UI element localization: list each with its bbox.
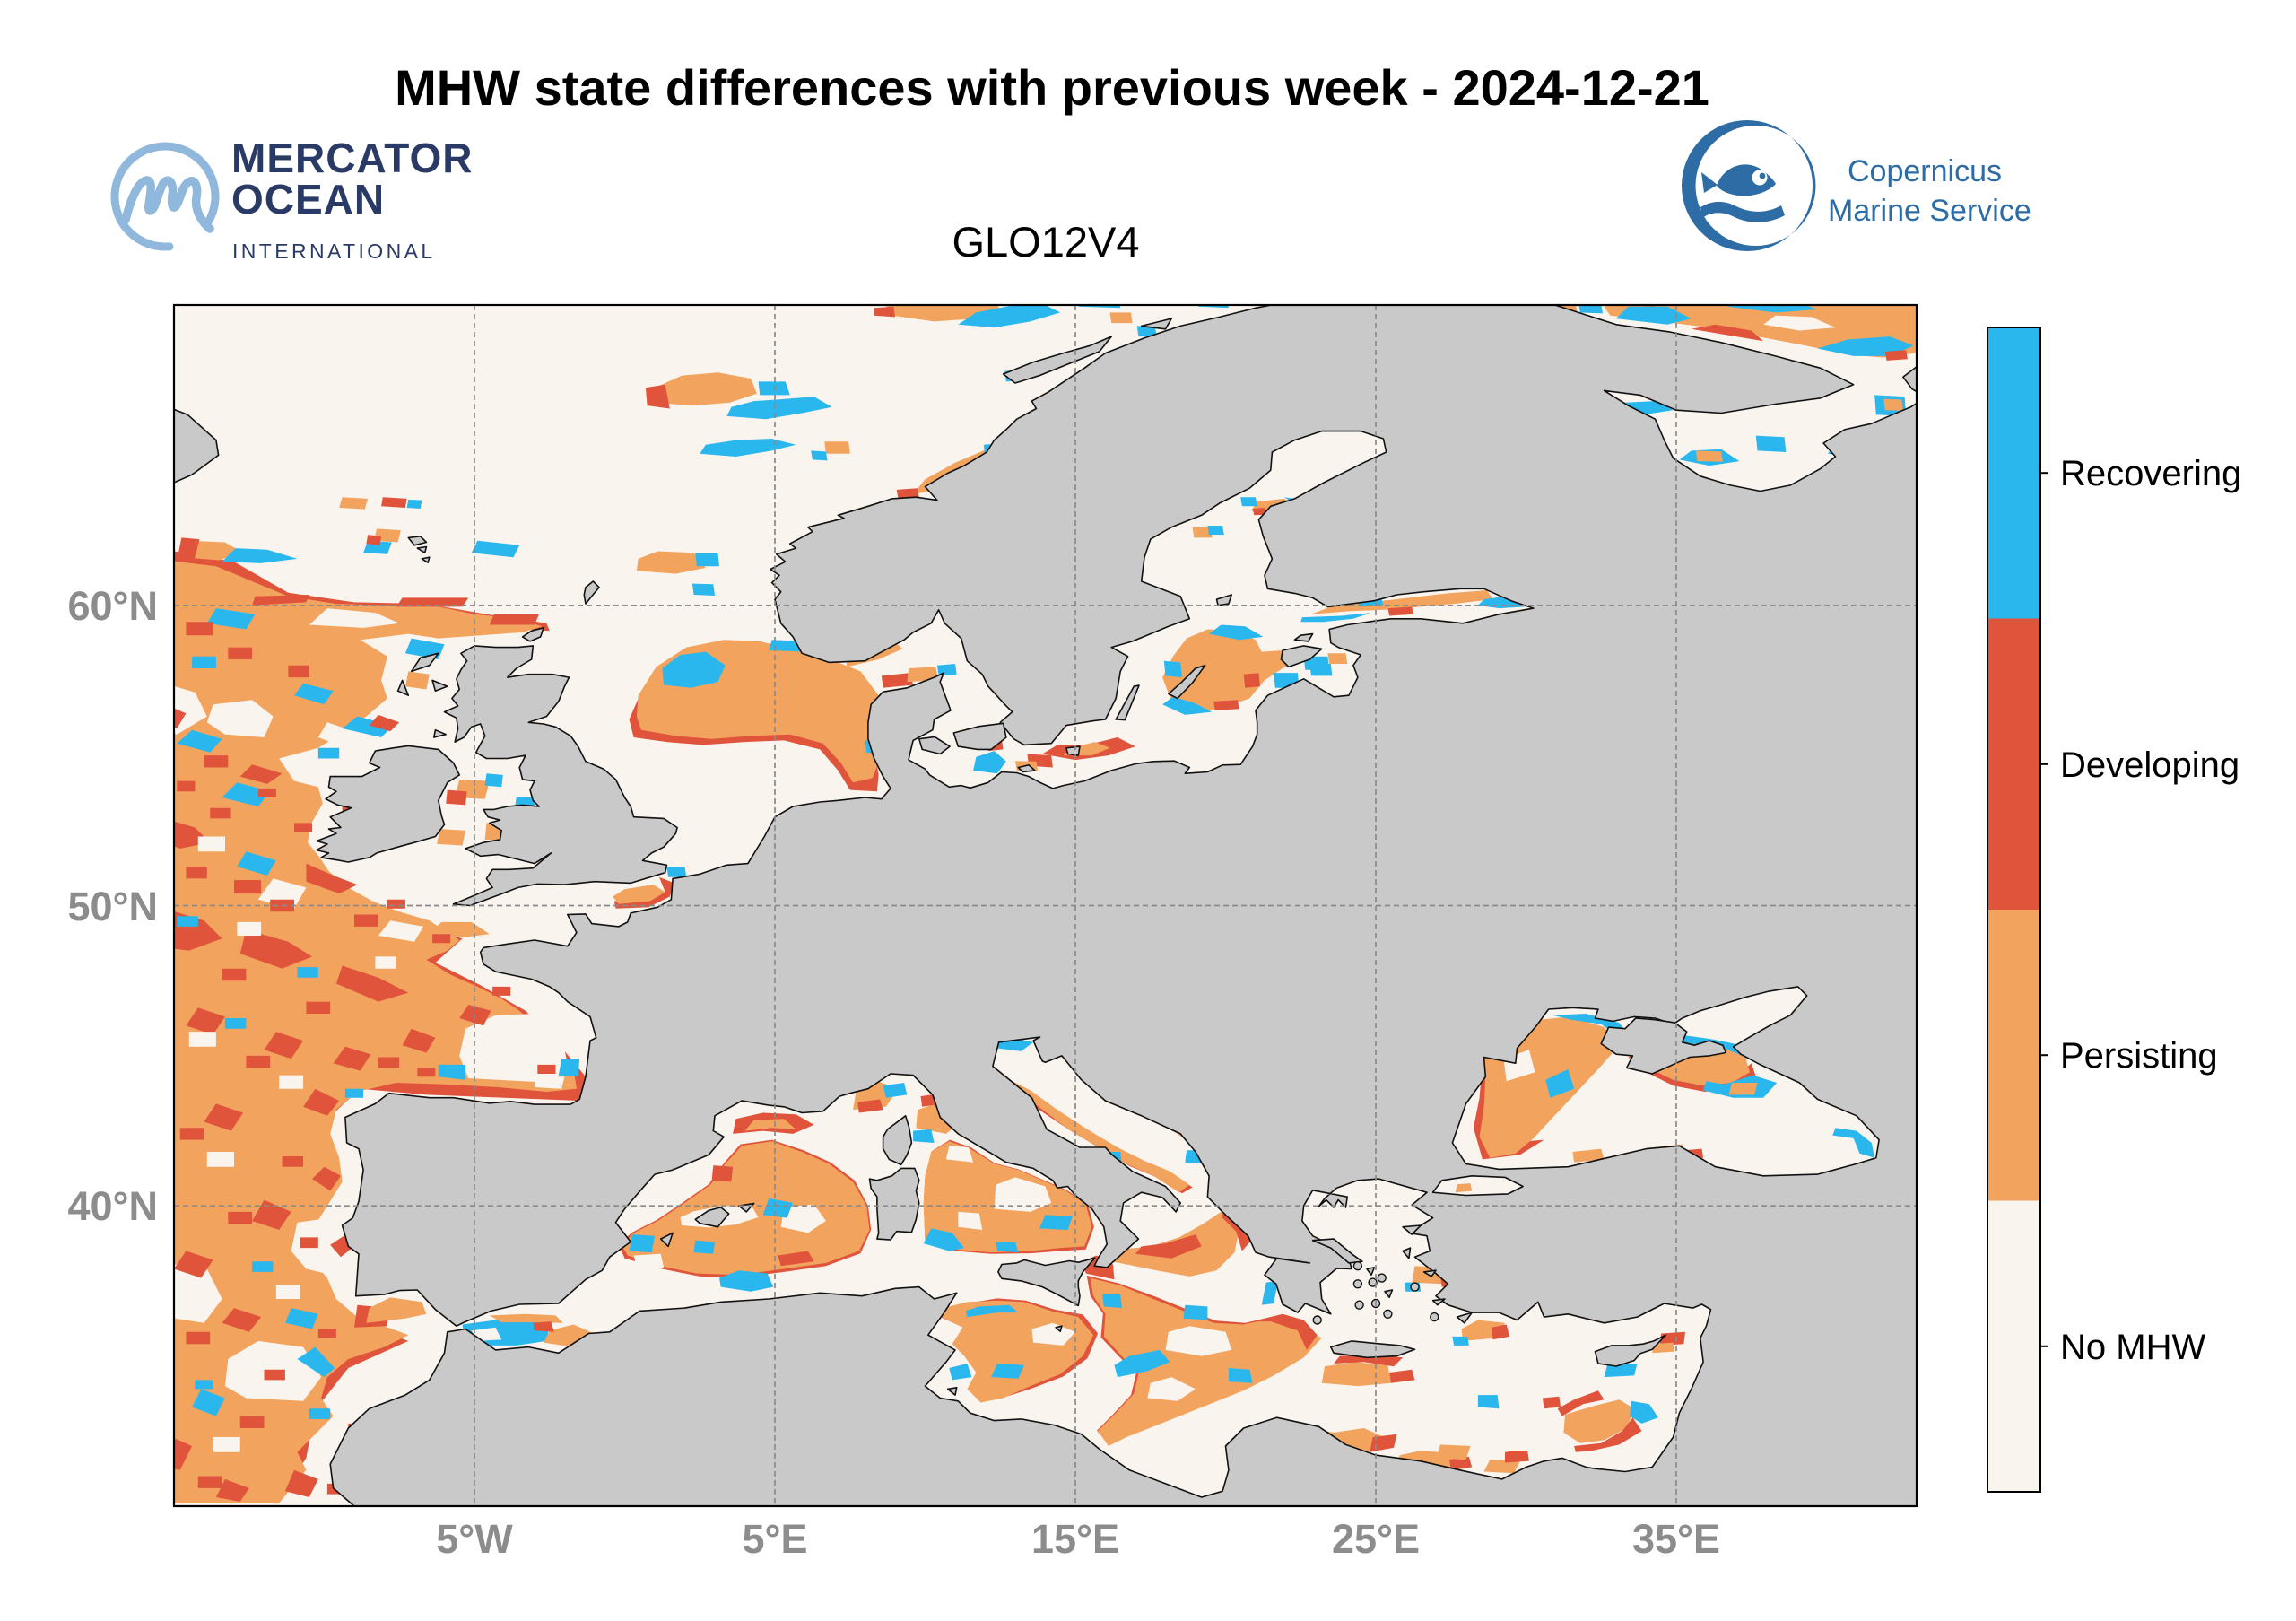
svg-text:25°E: 25°E: [1332, 1516, 1420, 1562]
svg-text:No MHW: No MHW: [2060, 1328, 2205, 1367]
svg-text:5°W: 5°W: [436, 1516, 513, 1562]
svg-text:MHW state differences with pre: MHW state differences with previous week…: [395, 59, 1709, 116]
svg-text:5°E: 5°E: [742, 1516, 807, 1562]
svg-text:Copernicus: Copernicus: [1848, 154, 2002, 188]
svg-text:Developing: Developing: [2060, 745, 2239, 785]
svg-text:40°N: 40°N: [67, 1183, 158, 1229]
svg-text:50°N: 50°N: [67, 884, 158, 929]
svg-text:Persisting: Persisting: [2060, 1036, 2218, 1076]
svg-text:Marine Service: Marine Service: [1828, 194, 2031, 228]
svg-text:60°N: 60°N: [67, 583, 158, 629]
svg-text:OCEAN: OCEAN: [231, 176, 385, 222]
svg-text:INTERNATIONAL: INTERNATIONAL: [232, 240, 436, 263]
svg-text:15°E: 15°E: [1031, 1516, 1119, 1562]
svg-text:MERCATOR: MERCATOR: [231, 135, 474, 181]
svg-text:GLO12V4: GLO12V4: [952, 218, 1139, 266]
svg-text:Recovering: Recovering: [2060, 454, 2241, 493]
svg-text:35°E: 35°E: [1632, 1516, 1720, 1562]
